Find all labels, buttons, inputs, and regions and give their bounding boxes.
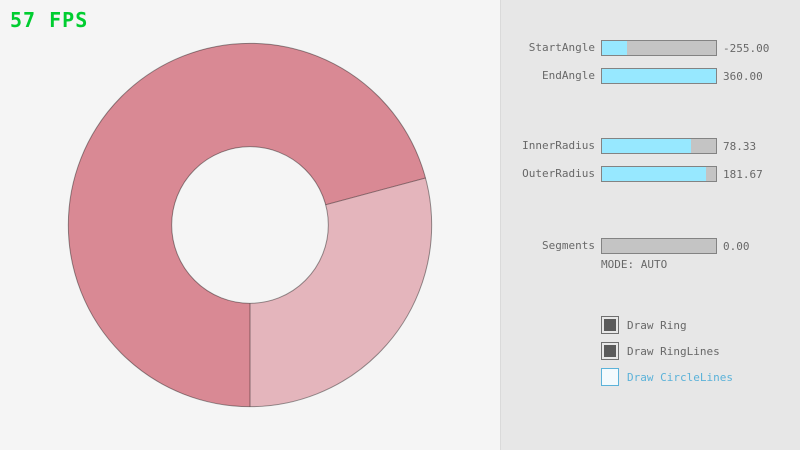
draw-ringlines-checkbox-row[interactable]: Draw RingLines	[601, 342, 720, 360]
segments-value: 0.00	[723, 239, 750, 253]
slider-fill	[602, 167, 706, 181]
controls-panel: StartAngle -255.00 EndAngle 360.00 Inner…	[500, 0, 800, 450]
draw-circlelines-checkbox-row[interactable]: Draw CircleLines	[601, 368, 733, 386]
inner-radius-slider[interactable]	[601, 138, 717, 154]
end-angle-label: EndAngle	[542, 69, 595, 82]
slider-row-end-angle: EndAngle 360.00	[501, 68, 800, 84]
slider-fill	[602, 41, 628, 55]
outer-radius-value: 181.67	[723, 167, 763, 181]
slider-row-start-angle: StartAngle -255.00	[501, 40, 800, 56]
outer-radius-label: OuterRadius	[522, 167, 595, 180]
start-angle-label: StartAngle	[528, 41, 595, 54]
ring-svg	[67, 42, 433, 408]
render-canvas: 57 FPS	[10, 8, 433, 408]
end-angle-value: 360.00	[723, 69, 763, 83]
inner-radius-label: InnerRadius	[522, 139, 595, 152]
segments-slider[interactable]	[601, 238, 717, 254]
outer-radius-slider[interactable]	[601, 166, 717, 182]
slider-row-outer-radius: OuterRadius 181.67	[501, 166, 800, 182]
draw-circlelines-label: Draw CircleLines	[627, 370, 733, 384]
draw-ring-checkbox-row[interactable]: Draw Ring	[601, 316, 687, 334]
draw-ringlines-label: Draw RingLines	[627, 344, 720, 358]
slider-fill	[602, 139, 691, 153]
start-angle-value: -255.00	[723, 41, 770, 55]
draw-ringlines-checkbox[interactable]	[601, 342, 619, 360]
slider-fill	[602, 69, 716, 83]
segments-mode-text: MODE: AUTO	[601, 258, 668, 271]
draw-circlelines-checkbox[interactable]	[601, 368, 619, 386]
inner-radius-value: 78.33	[723, 139, 757, 153]
start-angle-slider[interactable]	[601, 40, 717, 56]
draw-ring-label: Draw Ring	[627, 318, 687, 332]
slider-row-segments: Segments 0.00	[501, 238, 800, 254]
end-angle-slider[interactable]	[601, 68, 717, 84]
slider-row-inner-radius: InnerRadius 78.33	[501, 138, 800, 154]
draw-ring-checkbox[interactable]	[601, 316, 619, 334]
segments-label: Segments	[542, 239, 595, 252]
fps-counter: 57 FPS	[10, 8, 89, 32]
